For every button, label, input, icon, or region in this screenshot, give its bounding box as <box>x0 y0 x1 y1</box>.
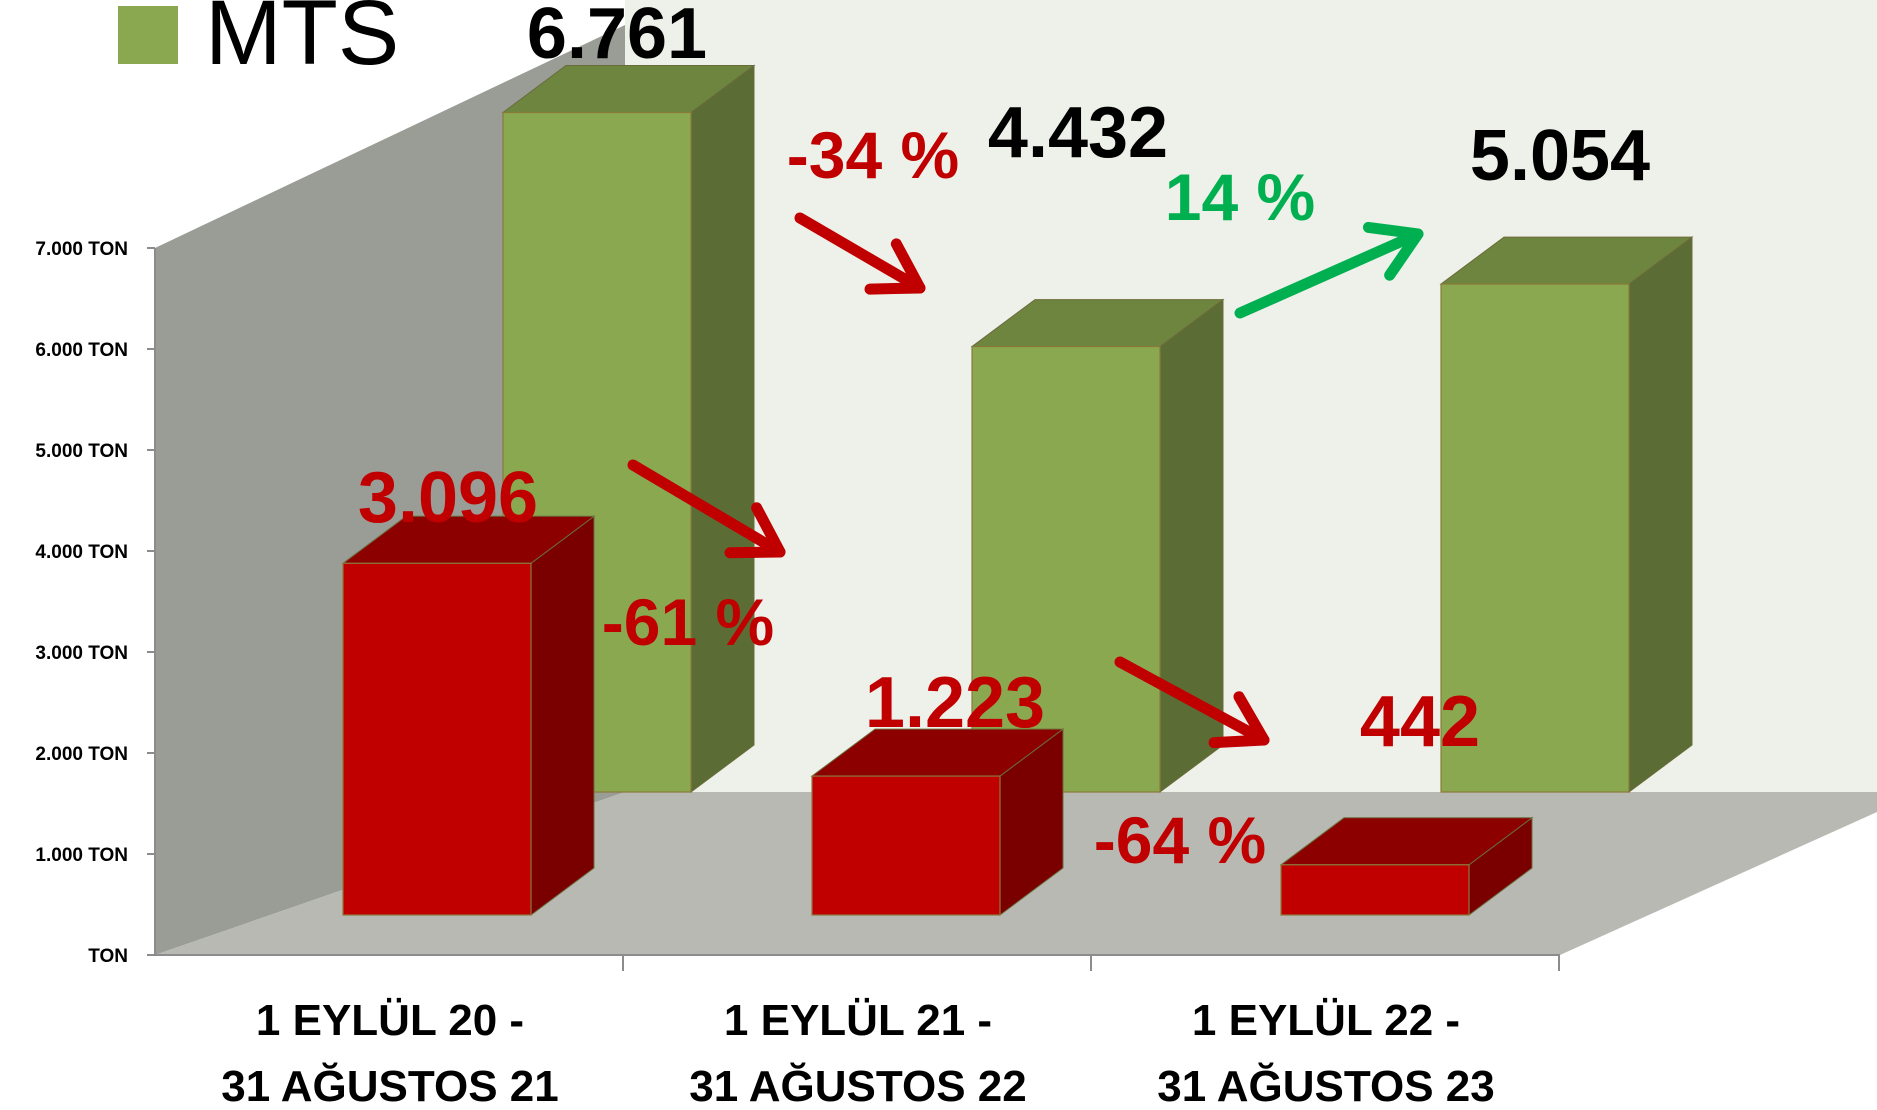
red-bar-front <box>1280 864 1470 916</box>
mts-bar <box>1439 236 1694 793</box>
change-arrow-head <box>724 502 786 559</box>
y-tick-label: 4.000 TON <box>35 542 128 563</box>
mts-value-label: 6.761 <box>527 0 707 74</box>
mts-bar <box>970 298 1225 793</box>
change-arrow-shaft <box>1234 228 1424 319</box>
category-label: 31 AĞUSTOS 23 <box>1157 1061 1494 1110</box>
change-arrow-shaft <box>627 459 786 558</box>
category-label: 31 AĞUSTOS 21 <box>221 1061 558 1110</box>
red-bar-front <box>342 562 532 916</box>
category-label: 1 EYLÜL 20 - <box>256 996 524 1045</box>
red-bar-front <box>811 775 1001 916</box>
red-bar <box>810 728 1065 916</box>
red-value-label: 1.223 <box>865 663 1045 743</box>
legend-swatch-mts <box>118 6 178 64</box>
change-percent-label: -64 % <box>1094 803 1266 877</box>
change-arrow <box>1114 656 1270 749</box>
y-tick-label: TON <box>88 946 128 967</box>
y-tick-label: 2.000 TON <box>35 744 128 765</box>
mts-bar-side <box>690 64 755 793</box>
red-bar-side <box>530 515 595 916</box>
y-tick-label: 5.000 TON <box>35 441 128 462</box>
category-label: 1 EYLÜL 22 - <box>1192 996 1460 1045</box>
y-axis: TON 1.000 TON 2.000 TON 3.000 TON 4.000 TON 5… <box>35 239 1560 971</box>
change-arrow <box>627 459 786 559</box>
mts-bar-front <box>1440 283 1630 793</box>
change-arrow <box>794 212 926 295</box>
bars <box>341 64 1694 916</box>
y-tick-label: 1.000 TON <box>35 845 128 866</box>
y-tick-label: 7.000 TON <box>35 239 128 260</box>
change-annotations: -34 % 14 % -61 % -64 % <box>602 118 1424 877</box>
y-tick-label: 3.000 TON <box>35 643 128 664</box>
y-tick-label: 6.000 TON <box>35 340 128 361</box>
value-labels: 6.761 4.432 5.054 3.096 1.223 442 <box>358 0 1650 762</box>
change-arrow <box>1234 221 1424 319</box>
change-arrow-shaft <box>1114 656 1270 746</box>
mts-bar-side <box>1628 236 1693 793</box>
category-label: 1 EYLÜL 21 - <box>724 996 992 1045</box>
change-percent-label: -34 % <box>787 118 959 192</box>
mts-bar-front <box>971 345 1161 793</box>
change-arrow-shaft <box>794 212 926 294</box>
mts-value-label: 4.432 <box>988 93 1168 173</box>
red-bar <box>341 515 596 916</box>
red-value-label: 3.096 <box>358 458 538 538</box>
legend-label-mts: MTS <box>205 0 399 84</box>
change-arrow-head <box>1362 221 1424 281</box>
change-arrow-head <box>1208 691 1270 749</box>
change-percent-label: -61 % <box>602 585 774 659</box>
change-percent-label: 14 % <box>1165 160 1315 234</box>
category-label: 31 AĞUSTOS 22 <box>689 1061 1026 1110</box>
legend: MTS <box>118 0 399 84</box>
mts-value-label: 5.054 <box>1470 116 1650 196</box>
change-arrow-head <box>864 238 926 295</box>
red-value-label: 442 <box>1360 682 1480 762</box>
x-axis: 1 EYLÜL 20 - 31 AĞUSTOS 21 1 EYLÜL 21 - 31 … <box>221 996 1494 1110</box>
red-bar <box>1279 816 1534 916</box>
